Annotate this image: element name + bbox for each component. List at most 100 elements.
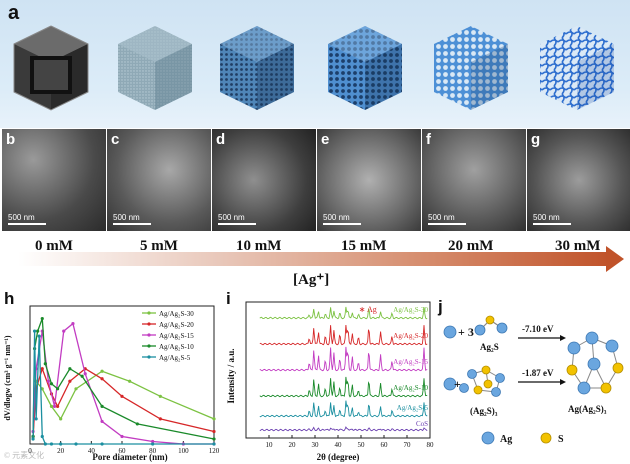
- reaction-1-energy: -7.10 eV: [522, 324, 554, 334]
- ag2s-molecule: [474, 315, 508, 336]
- product-cluster: [566, 331, 624, 395]
- chart-h-series-line: [32, 370, 215, 437]
- legend-s-swatch: [540, 432, 552, 444]
- chart-h-ylabel: dV/dlogw (cm³ g⁻¹ nm⁻¹): [3, 335, 12, 421]
- chart-h-data-point: [36, 329, 40, 333]
- chart-h-legend-marker: [147, 355, 151, 359]
- sem-image-d: d 500 nm: [212, 129, 316, 231]
- hollow-dodecahedron-render: [13, 25, 89, 111]
- concentration-gradient-arrow: [18, 252, 610, 266]
- chart-h-data-point: [68, 379, 72, 383]
- chart-i-xtick-label: 50: [358, 441, 366, 449]
- chart-h-data-point: [128, 379, 132, 383]
- chart-h-data-point: [212, 437, 216, 441]
- concentration-label-5: 5 mM: [140, 238, 178, 254]
- chart-h-xtick-label: 100: [178, 447, 189, 455]
- chart-h-data-point: [49, 382, 54, 386]
- panel-label-e: e: [321, 131, 330, 148]
- chart-h-legend-marker: [147, 333, 151, 337]
- chart-h-data-point: [56, 387, 60, 391]
- reactant-ag2s-label: Ag₂S: [480, 342, 499, 352]
- reaction-arrow-1-head: [560, 335, 566, 341]
- scale-bar: [113, 223, 151, 225]
- scale-bar-label: 500 nm: [218, 213, 245, 222]
- reaction-2-energy: -1.87 eV: [522, 368, 554, 378]
- reaction-2-coefficient: +: [454, 377, 461, 391]
- concentration-label-10: 10 mM: [236, 238, 282, 254]
- chart-h-data-point: [158, 394, 162, 398]
- chart-h-legend-label: Ag/Ag₂S-10: [159, 343, 194, 351]
- chart-h-data-point: [56, 404, 60, 408]
- chart-h-legend-label: Ag/Ag₂S-20: [159, 321, 194, 329]
- concentration-label-0: 0 mM: [35, 238, 73, 254]
- chart-h-xtick-label: 60: [119, 447, 127, 455]
- chart-h-data-point: [100, 404, 104, 408]
- chart-i-xtick-label: 30: [312, 441, 320, 449]
- scale-bar: [323, 223, 361, 225]
- chart-h-data-point: [59, 417, 63, 421]
- chart-h-data-point: [46, 379, 51, 383]
- chart-h-data-point: [212, 442, 216, 446]
- panel-label-i: i: [226, 289, 231, 308]
- chart-h-data-point: [43, 442, 47, 446]
- chart-i-xtick-label: 40: [335, 441, 343, 449]
- chart-h-data-point: [212, 417, 216, 421]
- chart-h-xtick-label: 20: [57, 447, 65, 455]
- chart-h-xlabel: Pore diameter (nm): [92, 452, 167, 462]
- concentration-label-20: 20 mM: [448, 238, 494, 254]
- chart-h-data-point: [40, 316, 44, 321]
- panel-label-j: j: [437, 297, 443, 316]
- dodecahedron-render-15mm: [328, 26, 402, 110]
- product-label: Ag(Ag₂S)₃: [568, 404, 607, 414]
- chart-i-series-trace: [259, 346, 428, 372]
- reactant-ag2s3-label: (Ag₂S)₃: [470, 406, 498, 416]
- dodecahedron-render-5mm: [118, 26, 192, 110]
- chart-h-data-point: [33, 329, 37, 333]
- dodecahedron-render-10mm: [220, 26, 294, 110]
- chart-i-series-trace: [259, 376, 428, 398]
- panel-label-h: h: [4, 289, 14, 308]
- chart-h-data-point: [135, 422, 139, 426]
- chart-pore-size-distribution: h dV/dlogw (cm³ g⁻¹ nm⁻¹) Pore diameter …: [3, 289, 220, 462]
- chart-h-data-point: [31, 437, 35, 441]
- panel-label-d: d: [216, 131, 226, 148]
- chart-i-series-label: Ag/Ag₂S-15: [393, 358, 428, 366]
- reaction-1-coefficient: + 3: [458, 325, 474, 339]
- panel-label-g: g: [531, 131, 541, 148]
- scale-bar-label: 500 nm: [533, 213, 560, 222]
- scale-bar: [428, 223, 466, 225]
- sem-image-c: c 500 nm: [107, 129, 211, 231]
- chart-h-data-point: [74, 442, 78, 446]
- chart-h-data-point: [120, 434, 124, 439]
- scale-bar: [218, 223, 256, 225]
- panel-label-f: f: [426, 131, 431, 148]
- sem-image-f: f 500 nm: [422, 129, 526, 231]
- chart-h-data-point: [34, 417, 38, 421]
- chart-h-legend-label: Ag/Ag₂S-30: [159, 310, 194, 318]
- chart-i-xtick-label: 10: [266, 441, 274, 449]
- chart-i-series-label: CoS: [416, 420, 428, 428]
- chart-i-xtick-label: 70: [404, 441, 412, 449]
- chart-i-series-label: Ag/Ag₂S-5: [397, 404, 429, 412]
- chart-h-legend-label: Ag/Ag₂S-15: [159, 332, 194, 340]
- scale-bar-label: 500 nm: [8, 213, 35, 222]
- panel-label-a: a: [8, 2, 20, 24]
- panel-label-b: b: [6, 131, 16, 148]
- chart-h-xtick-label: 80: [149, 447, 157, 455]
- concentration-arrow-head: [606, 246, 624, 272]
- chart-h-data-point: [80, 374, 84, 378]
- chart-h-data-point: [83, 372, 87, 376]
- legend-ag-swatch: [481, 431, 495, 445]
- chart-h-data-point: [43, 362, 47, 366]
- concentration-label-15: 15 mM: [341, 238, 387, 254]
- chart-h-legend-label: Ag/Ag₂S-5: [159, 354, 191, 362]
- chart-i-xtick-label: 20: [289, 441, 297, 449]
- chart-h-data-point: [68, 367, 72, 371]
- legend-s-label: S: [558, 434, 564, 445]
- chart-h-data-point: [62, 329, 66, 333]
- chart-i-series-label: Ag/Ag₂S-30: [393, 306, 428, 314]
- chart-h-legend-marker: [147, 311, 151, 315]
- chart-i-series-label: Ag/Ag₂S-20: [393, 332, 428, 340]
- chart-h-legend-marker: [147, 322, 151, 326]
